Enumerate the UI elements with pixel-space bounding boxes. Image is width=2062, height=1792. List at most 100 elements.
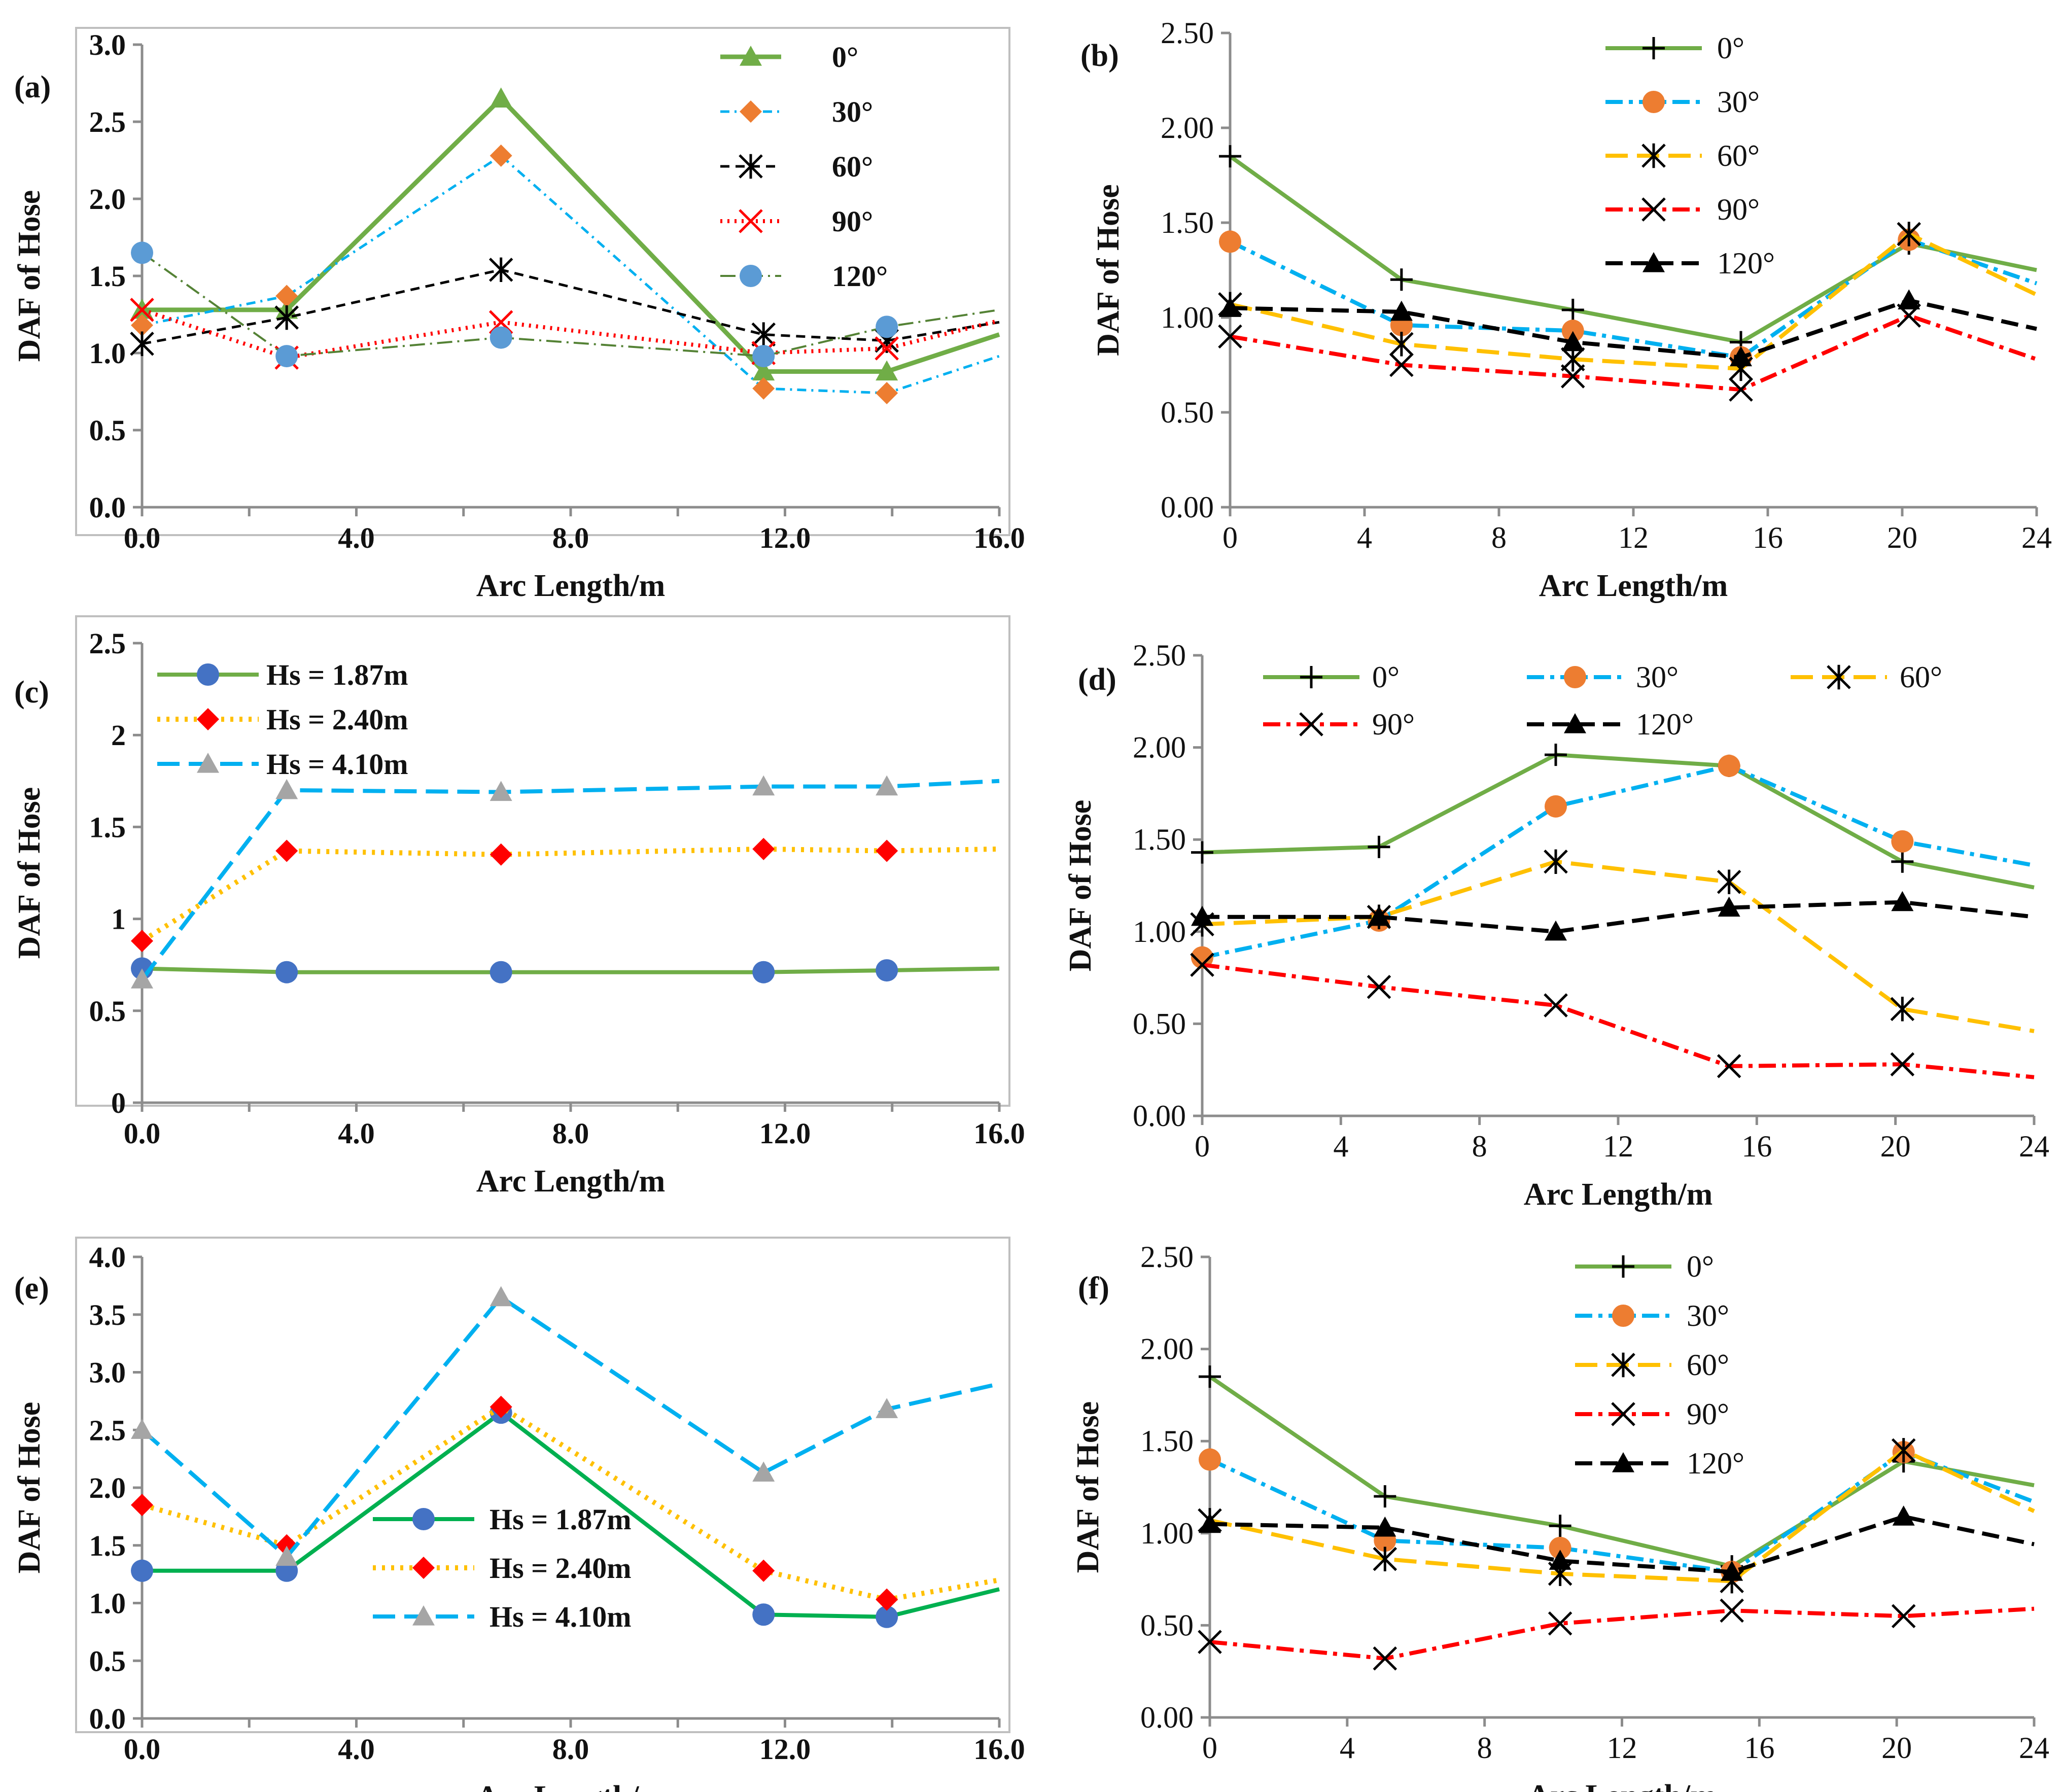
series-c-2 — [131, 775, 1000, 989]
x-axis-title: Arc Length/m — [476, 569, 666, 603]
legend-item: 90° — [1263, 708, 1415, 741]
data-point — [875, 336, 899, 361]
data-point — [752, 961, 775, 983]
data-point — [1199, 1513, 1221, 1533]
series-f-3 — [1198, 1598, 2035, 1671]
legend-item: Hs = 4.10m — [157, 748, 408, 781]
panel-label: (a) — [14, 70, 51, 104]
legend-marker — [1564, 666, 1586, 688]
y-tick-label: 2.50 — [1133, 639, 1186, 672]
legend-item: Hs = 4.10m — [373, 1600, 632, 1633]
data-point — [1389, 332, 1414, 357]
legend-label: 90° — [1687, 1397, 1729, 1431]
data-point — [752, 1461, 775, 1482]
data-point — [1219, 230, 1241, 253]
data-point — [274, 305, 299, 330]
legend-marker — [739, 209, 763, 233]
data-point — [1549, 1515, 1571, 1537]
series-line — [1202, 859, 2035, 1033]
data-point — [1891, 830, 1914, 853]
legend-item: 120° — [720, 260, 888, 293]
data-point — [490, 87, 512, 108]
series-line — [1230, 298, 2037, 360]
series-e-1 — [131, 1395, 1000, 1611]
y-tick-label: 2.5 — [89, 106, 126, 138]
x-tick-label: 0 — [1202, 1731, 1217, 1765]
data-point — [131, 241, 153, 264]
data-point — [1560, 364, 1585, 389]
legend-item: 30° — [1575, 1299, 1729, 1332]
y-tick-label: 1.50 — [1140, 1424, 1194, 1458]
data-point — [1898, 289, 1920, 309]
series-line — [1202, 900, 2035, 934]
data-point — [275, 285, 298, 307]
legend: Hs = 1.87m Hs = 2.40m Hs = 4.10m — [373, 1503, 632, 1633]
series-line — [1230, 313, 2038, 392]
series-line — [142, 96, 1000, 374]
legend-label: 120° — [1717, 247, 1775, 280]
data-point — [1721, 1561, 1743, 1581]
data-point — [1544, 849, 1568, 874]
y-axis-title: DAF of Hose — [12, 1402, 47, 1574]
y-axis-title: DAF of Hose — [1063, 800, 1098, 972]
data-point — [1219, 297, 1241, 317]
data-point — [1891, 1438, 1916, 1463]
legend-label: 0° — [1717, 31, 1744, 65]
data-point — [876, 1605, 898, 1628]
y-tick-label: 0.50 — [1161, 396, 1214, 429]
legend-marker — [197, 753, 219, 773]
legend-item: 60° — [1575, 1348, 1729, 1382]
data-point — [1191, 841, 1213, 864]
x-tick-label: 12 — [1618, 521, 1649, 554]
panel-label: (b) — [1080, 39, 1119, 73]
data-point — [1390, 268, 1413, 291]
chart-panel-c: (c) 0 0.5 1 1.5 2 2.5 0.0 4.0 8.0 12.0 16.0 Arc Leng… — [12, 615, 1025, 1199]
data-point — [1717, 869, 1741, 894]
data-point — [1890, 1052, 1915, 1077]
x-tick-label: 12 — [1607, 1731, 1637, 1765]
legend-marker — [1641, 143, 1666, 168]
data-point — [490, 961, 512, 983]
legend-label: 30° — [1636, 660, 1679, 694]
plot-frame — [75, 1237, 1010, 1733]
data-point — [1191, 905, 1213, 926]
data-point — [1561, 331, 1584, 352]
data-point — [131, 1494, 153, 1517]
legend-label: 60° — [832, 150, 873, 183]
y-tick-label: 0 — [111, 1086, 126, 1119]
series-line — [1202, 763, 2035, 960]
x-tick-label: 8.0 — [552, 1117, 589, 1150]
x-tick-label: 4 — [1340, 1731, 1355, 1765]
legend-marker — [412, 1508, 435, 1530]
legend-item: Hs = 1.87m — [373, 1503, 632, 1536]
y-tick-label: 1.00 — [1161, 301, 1214, 334]
series-line — [141, 1404, 1000, 1602]
legend-label: 30° — [832, 95, 873, 128]
data-point — [1545, 744, 1567, 766]
data-point — [1561, 320, 1584, 342]
x-tick-label: 8 — [1472, 1130, 1487, 1163]
data-point — [490, 1286, 512, 1307]
x-tick-label: 4.0 — [338, 1733, 375, 1766]
legend-label: 60° — [1900, 660, 1942, 694]
y-tick-label: 1.0 — [89, 337, 126, 370]
legend-marker — [1299, 712, 1323, 736]
legend-label: Hs = 2.40m — [490, 1552, 632, 1585]
legend-item: 30° — [1527, 660, 1679, 694]
data-point — [275, 779, 298, 799]
x-tick-label: 8.0 — [552, 521, 589, 554]
series-d-4 — [1191, 891, 2035, 941]
x-tick-label: 24 — [2019, 1731, 2049, 1765]
data-point — [752, 345, 775, 368]
legend-label: Hs = 1.87m — [490, 1503, 632, 1536]
data-point — [130, 298, 154, 322]
legend-marker — [412, 1557, 435, 1579]
legend-item: Hs = 2.40m — [373, 1552, 632, 1585]
y-axis-title: DAF of Hose — [12, 190, 47, 362]
y-tick-label: 1.00 — [1133, 915, 1186, 948]
series-a-4 — [131, 241, 1000, 368]
series-line — [142, 1411, 1000, 1619]
x-tick-label: 12.0 — [759, 521, 811, 554]
data-point — [1891, 1604, 1916, 1629]
